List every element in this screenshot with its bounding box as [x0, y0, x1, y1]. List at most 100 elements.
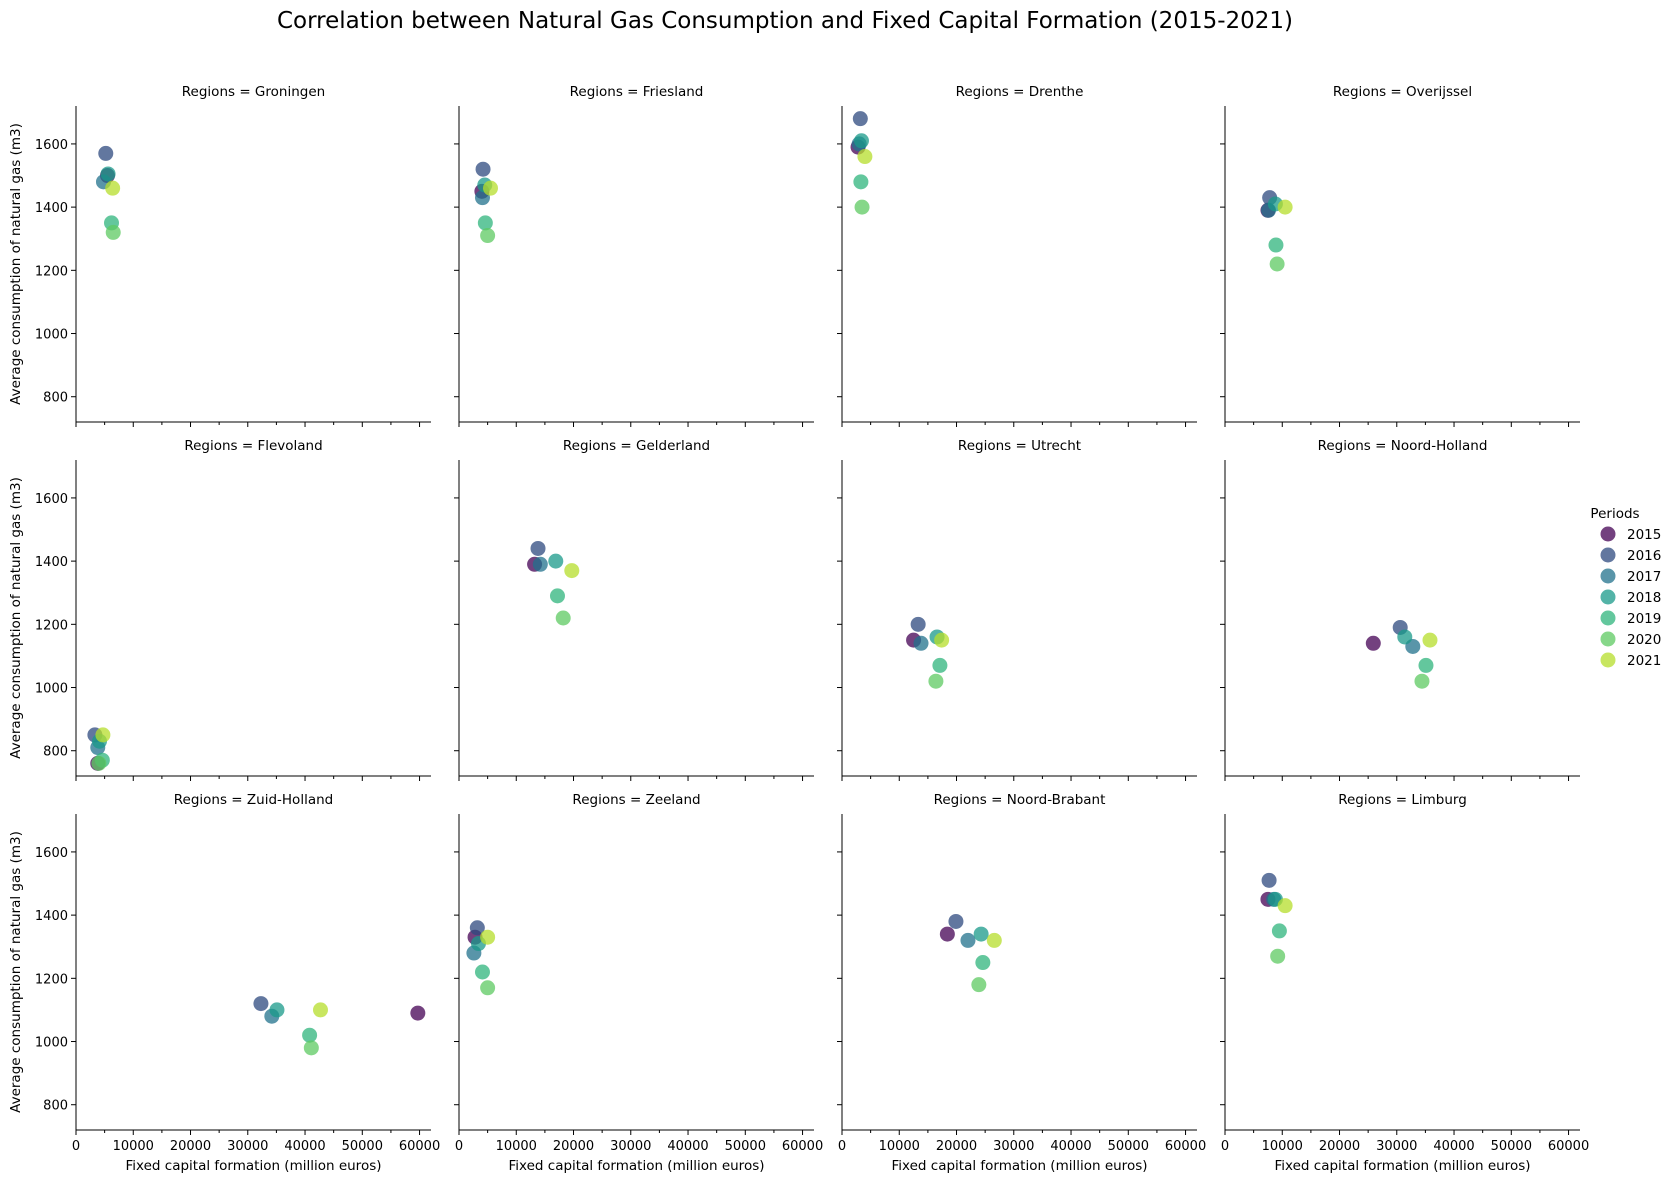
data-point-2021 — [986, 932, 1002, 948]
facet-title: Regions = Overijssel — [1333, 84, 1472, 100]
x-tick-label: 30000 — [610, 1139, 651, 1154]
legend-label: 2017 — [1627, 569, 1661, 585]
data-point-2020 — [480, 980, 496, 996]
data-point-2018 — [100, 166, 116, 182]
data-point-2016 — [253, 996, 269, 1012]
x-tick-label: 60000 — [782, 1139, 823, 1154]
x-tick-label: 40000 — [667, 1139, 708, 1154]
x-tick-label: 20000 — [936, 1139, 977, 1154]
facet-title: Regions = Zeeland — [572, 792, 700, 808]
facet-title: Regions = Noord-Brabant — [934, 792, 1106, 808]
data-point-2019 — [477, 215, 493, 231]
data-point-2021 — [934, 632, 950, 648]
x-tick-label: 20000 — [553, 1139, 594, 1154]
data-point-2019 — [549, 588, 565, 604]
legend-label: 2020 — [1627, 632, 1661, 648]
x-tick-label: 0 — [72, 1139, 80, 1154]
x-tick-label: 0 — [455, 1139, 463, 1154]
legend-label: 2019 — [1627, 611, 1661, 627]
x-axis-label: Fixed capital formation (million euros) — [1275, 1158, 1531, 1174]
data-point-2021 — [1422, 632, 1438, 648]
data-point-2017 — [960, 932, 976, 948]
data-point-2018 — [548, 553, 564, 569]
data-point-2021 — [1277, 199, 1293, 215]
x-tick-label: 10000 — [496, 1139, 537, 1154]
facet-friesland: Regions = Friesland — [454, 84, 814, 427]
data-point-2017 — [532, 556, 548, 572]
facet-utrecht: Regions = Utrecht — [837, 438, 1197, 781]
x-tick-label: 20000 — [170, 1139, 211, 1154]
x-tick-label: 10000 — [113, 1139, 154, 1154]
y-tick-label: 1000 — [35, 1036, 68, 1051]
data-point-2020 — [91, 755, 107, 771]
facet-groningen: Regions = Groningen 800 1000 1200 1400 1600 Av… — [8, 84, 431, 427]
facet-overijssel: Regions = Overijssel — [1220, 84, 1580, 427]
data-point-2018 — [1397, 629, 1413, 645]
chart-title: Correlation between Natural Gas Consumpt… — [277, 8, 1293, 34]
data-point-2019 — [853, 174, 869, 190]
x-tick-label: 60000 — [1548, 1139, 1589, 1154]
facet-title: Regions = Zuid-Holland — [174, 792, 333, 808]
legend-marker — [1600, 652, 1616, 668]
y-tick-label: 1200 — [35, 264, 68, 279]
y-tick-label: 1400 — [35, 201, 68, 216]
facet-noord-holland: Regions = Noord-Holland — [1220, 438, 1580, 781]
facet-title: Regions = Limburg — [1338, 792, 1467, 808]
x-tick-label: 10000 — [1262, 1139, 1303, 1154]
data-point-2018 — [269, 1002, 285, 1018]
x-tick-label: 40000 — [1050, 1139, 1091, 1154]
legend-marker — [1600, 568, 1616, 584]
y-tick-label: 800 — [43, 745, 68, 760]
legend-item-2021: 2021 — [1600, 652, 1661, 669]
data-point-2021 — [480, 929, 496, 945]
data-point-2016 — [948, 913, 964, 929]
data-point-2016 — [469, 920, 485, 936]
y-tick-label: 1000 — [35, 682, 68, 697]
y-axis-label: Average consumption of natural gas (m3) — [8, 123, 24, 405]
data-point-2016 — [98, 145, 114, 161]
legend-item-2017: 2017 — [1600, 568, 1661, 585]
x-tick-label: 0 — [838, 1139, 846, 1154]
data-point-2016 — [530, 540, 546, 556]
x-axis-label: Fixed capital formation (million euros) — [892, 1158, 1148, 1174]
data-point-2016 — [910, 616, 926, 632]
data-point-2020 — [854, 199, 870, 215]
legend-marker — [1600, 589, 1616, 605]
data-point-2018 — [853, 133, 869, 149]
y-tick-label: 1400 — [35, 555, 68, 570]
x-tick-label: 50000 — [725, 1139, 766, 1154]
legend-marker — [1600, 610, 1616, 626]
x-tick-label: 40000 — [284, 1139, 325, 1154]
legend-label: 2016 — [1627, 548, 1661, 564]
data-point-2019 — [1268, 237, 1284, 253]
data-point-2019 — [975, 955, 991, 971]
legend-title: Periods — [1590, 506, 1639, 522]
facet-title: Regions = Gelderland — [563, 438, 710, 454]
data-point-2021 — [105, 180, 121, 196]
x-tick-label: 30000 — [227, 1139, 268, 1154]
x-axis-label: Fixed capital formation (million euros) — [126, 1158, 382, 1174]
data-point-2015 — [939, 926, 955, 942]
y-tick-label: 1400 — [35, 909, 68, 924]
legend-marker — [1600, 631, 1616, 647]
data-point-2020 — [1414, 673, 1430, 689]
data-point-2021 — [1277, 898, 1293, 914]
legend-item-2015: 2015 — [1600, 526, 1661, 543]
facet-flevoland: Regions = Flevoland 800 1000 1200 1400 1600 Av… — [8, 438, 431, 781]
y-axis-label: Average consumption of natural gas (m3) — [8, 831, 24, 1113]
x-tick-label: 20000 — [1319, 1139, 1360, 1154]
facet-zeeland: Regions = Zeeland 0 10000 20000 30000 40000 50… — [454, 792, 823, 1174]
facet-title: Regions = Utrecht — [958, 438, 1081, 454]
facet-title: Regions = Drenthe — [956, 84, 1084, 100]
data-point-2019 — [474, 964, 490, 980]
data-point-2021 — [482, 180, 498, 196]
y-tick-label: 1600 — [35, 492, 68, 507]
facet-title: Regions = Noord-Holland — [1318, 438, 1488, 454]
facet-zuid-holland: Regions = Zuid-Holland 800 1000 1200 1400 160… — [8, 792, 440, 1174]
data-point-2021 — [564, 563, 580, 579]
data-point-2020 — [480, 228, 496, 244]
x-tick-label: 0 — [1221, 1139, 1229, 1154]
data-point-2020 — [555, 610, 571, 626]
legend-item-2016: 2016 — [1600, 547, 1661, 564]
